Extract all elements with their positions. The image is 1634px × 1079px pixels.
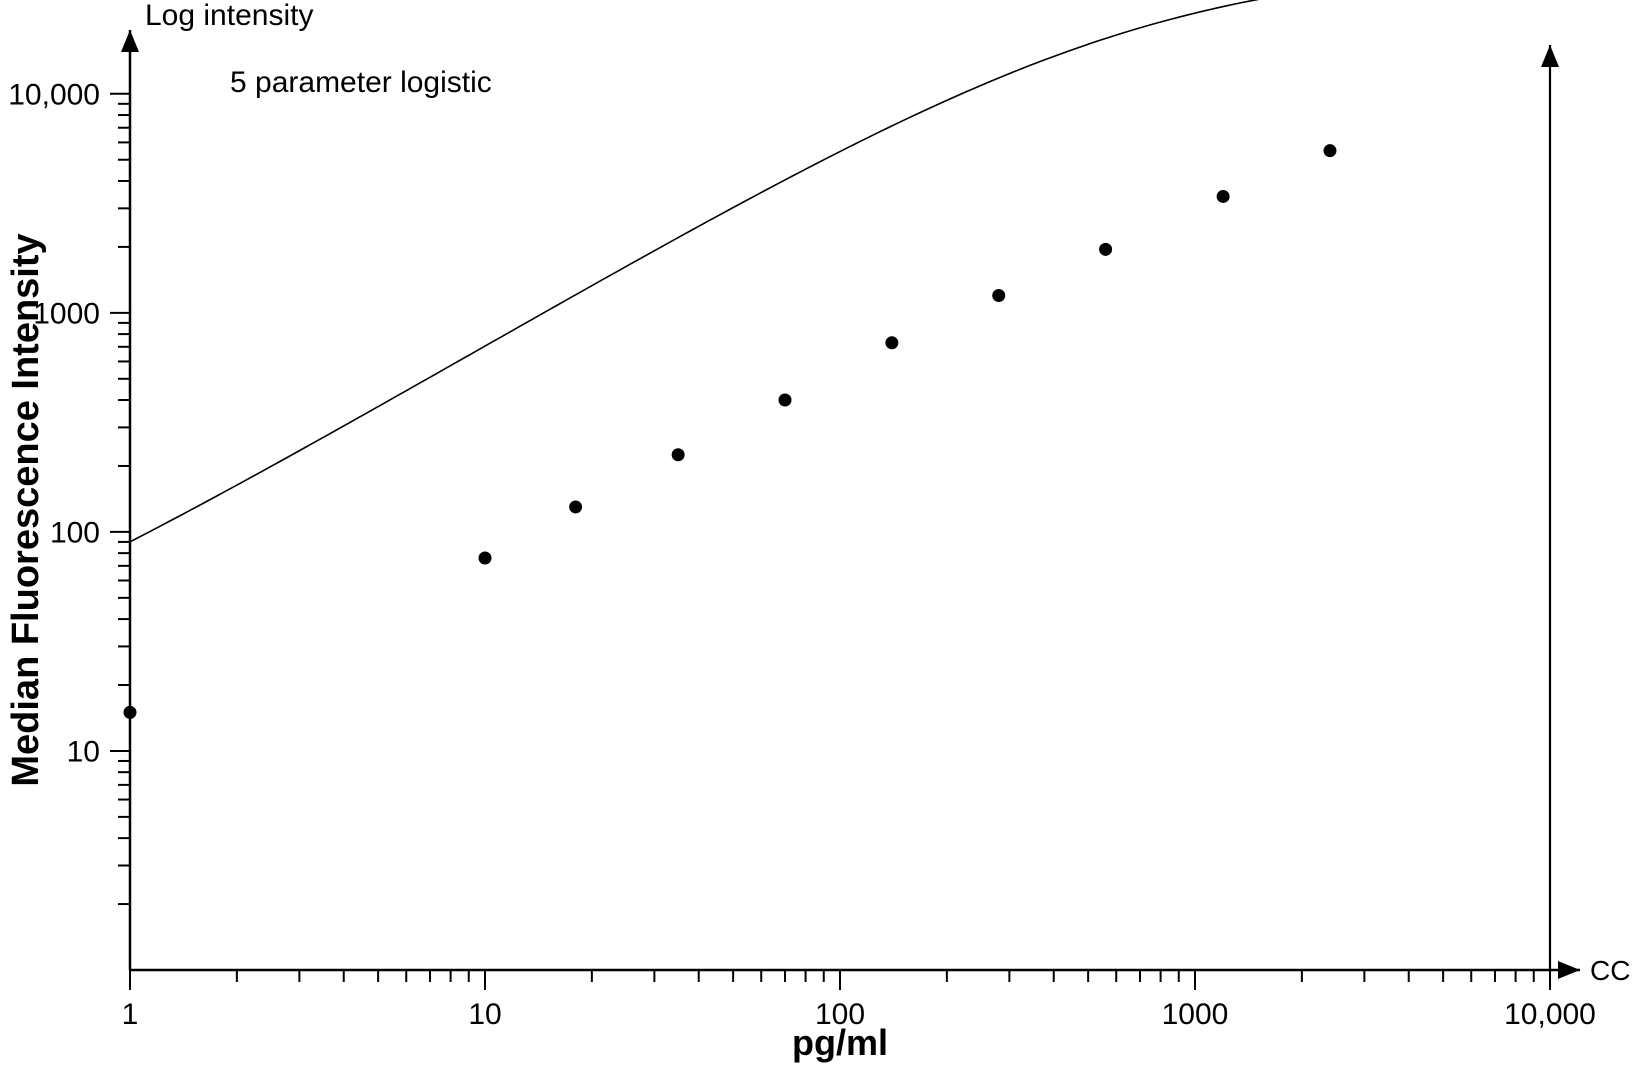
x-tick-label: 10,000	[1504, 998, 1596, 1031]
x-tick-label: 1	[122, 998, 139, 1031]
x-axis-title: pg/ml	[792, 1022, 888, 1063]
data-point	[885, 336, 898, 349]
plot-bg	[0, 0, 1634, 1079]
data-point	[569, 500, 582, 513]
chart-annotation: 5 parameter logistic	[230, 66, 492, 99]
x-tick-label: 1000	[1162, 998, 1229, 1031]
y-tick-label: 10	[67, 735, 100, 768]
data-point	[1323, 144, 1336, 157]
data-point	[124, 706, 137, 719]
x-tick-label: 10	[468, 998, 501, 1031]
data-point	[1217, 190, 1230, 203]
y-axis-top-label: Log intensity	[145, 0, 313, 32]
y-tick-label: 100	[50, 516, 100, 549]
data-point	[1099, 243, 1112, 256]
x-axis-end-label: CC	[1590, 955, 1630, 986]
log-log-chart: 110100100010,00010100100010,000pg/mlMedi…	[0, 0, 1634, 1079]
y-axis-title: Median Fluorescence Intensity	[5, 233, 47, 786]
data-point	[479, 552, 492, 565]
data-point	[779, 394, 792, 407]
data-point	[992, 289, 1005, 302]
y-tick-label: 10,000	[8, 78, 100, 111]
data-point	[672, 448, 685, 461]
